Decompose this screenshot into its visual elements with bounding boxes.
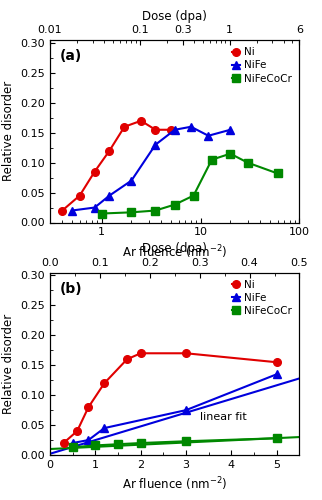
NiFeCoCr	[154, 208, 157, 214]
NiFeCoCr	[275, 435, 279, 441]
NiFe	[108, 192, 111, 198]
NiFe	[173, 127, 177, 133]
NiFe	[93, 204, 97, 210]
X-axis label: Ar fluence (nm$^{-2}$): Ar fluence (nm$^{-2}$)	[122, 476, 227, 493]
Line: NiFeCoCr: NiFeCoCr	[69, 434, 280, 451]
NiFe	[228, 127, 232, 133]
NiFe	[189, 124, 193, 130]
NiFe	[184, 407, 188, 413]
NiFeCoCr	[228, 150, 232, 156]
X-axis label: Ar fluence (nm$^{-2}$): Ar fluence (nm$^{-2}$)	[122, 243, 227, 260]
Ni	[75, 428, 79, 434]
NiFeCoCr	[192, 192, 195, 198]
Line: Ni: Ni	[60, 350, 280, 447]
Line: NiFeCoCr: NiFeCoCr	[98, 150, 281, 218]
Ni	[102, 380, 106, 386]
NiFeCoCr	[210, 156, 214, 162]
X-axis label: Dose (dpa): Dose (dpa)	[142, 242, 207, 255]
X-axis label: Dose (dpa): Dose (dpa)	[142, 10, 207, 22]
NiFe	[275, 371, 279, 377]
Legend: Ni, NiFe, NiFeCoCr: Ni, NiFe, NiFeCoCr	[230, 45, 294, 86]
NiFe	[129, 178, 133, 184]
NiFe	[71, 440, 74, 446]
Ni	[139, 118, 143, 124]
NiFeCoCr	[116, 441, 120, 447]
Legend: Ni, NiFe, NiFeCoCr: Ni, NiFe, NiFeCoCr	[230, 278, 294, 318]
Y-axis label: Relative disorder: Relative disorder	[2, 81, 15, 182]
Ni	[60, 208, 64, 214]
Ni	[108, 148, 111, 154]
NiFeCoCr	[246, 160, 250, 166]
Ni	[122, 124, 126, 130]
Line: NiFe: NiFe	[69, 370, 280, 447]
NiFeCoCr	[139, 440, 143, 446]
NiFeCoCr	[184, 438, 188, 444]
NiFeCoCr	[100, 210, 104, 216]
Ni	[93, 168, 97, 174]
Text: (b): (b)	[60, 282, 82, 296]
NiFe	[154, 142, 157, 148]
Ni	[78, 192, 81, 198]
NiFe	[206, 132, 210, 138]
Ni	[87, 404, 90, 410]
NiFeCoCr	[93, 442, 97, 448]
Text: linear fit: linear fit	[200, 412, 246, 422]
Line: Ni: Ni	[59, 117, 175, 214]
Ni	[62, 440, 65, 446]
NiFe	[70, 208, 74, 214]
Ni	[169, 127, 173, 133]
Line: NiFe: NiFe	[68, 123, 234, 214]
NiFeCoCr	[276, 170, 279, 176]
Ni	[154, 127, 157, 133]
NiFe	[102, 425, 106, 431]
Ni	[139, 350, 143, 356]
NiFeCoCr	[71, 444, 74, 450]
Text: (a): (a)	[60, 49, 82, 63]
Ni	[184, 350, 188, 356]
NiFe	[87, 437, 90, 443]
Ni	[125, 356, 129, 362]
Ni	[275, 360, 279, 366]
NiFeCoCr	[129, 210, 133, 216]
NiFeCoCr	[173, 202, 177, 207]
Y-axis label: Relative disorder: Relative disorder	[2, 314, 15, 414]
